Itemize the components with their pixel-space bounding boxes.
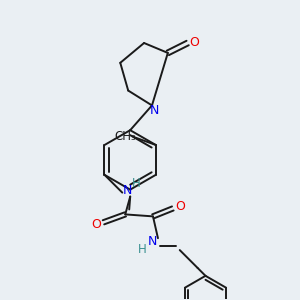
Text: O: O [92,218,101,231]
Text: H: H [138,243,146,256]
Text: O: O [190,37,200,50]
Text: N: N [149,104,159,117]
Text: N: N [122,184,132,197]
Text: N: N [147,235,157,248]
Text: O: O [175,200,185,213]
Text: H: H [132,177,140,190]
Text: CH₃: CH₃ [114,130,136,142]
